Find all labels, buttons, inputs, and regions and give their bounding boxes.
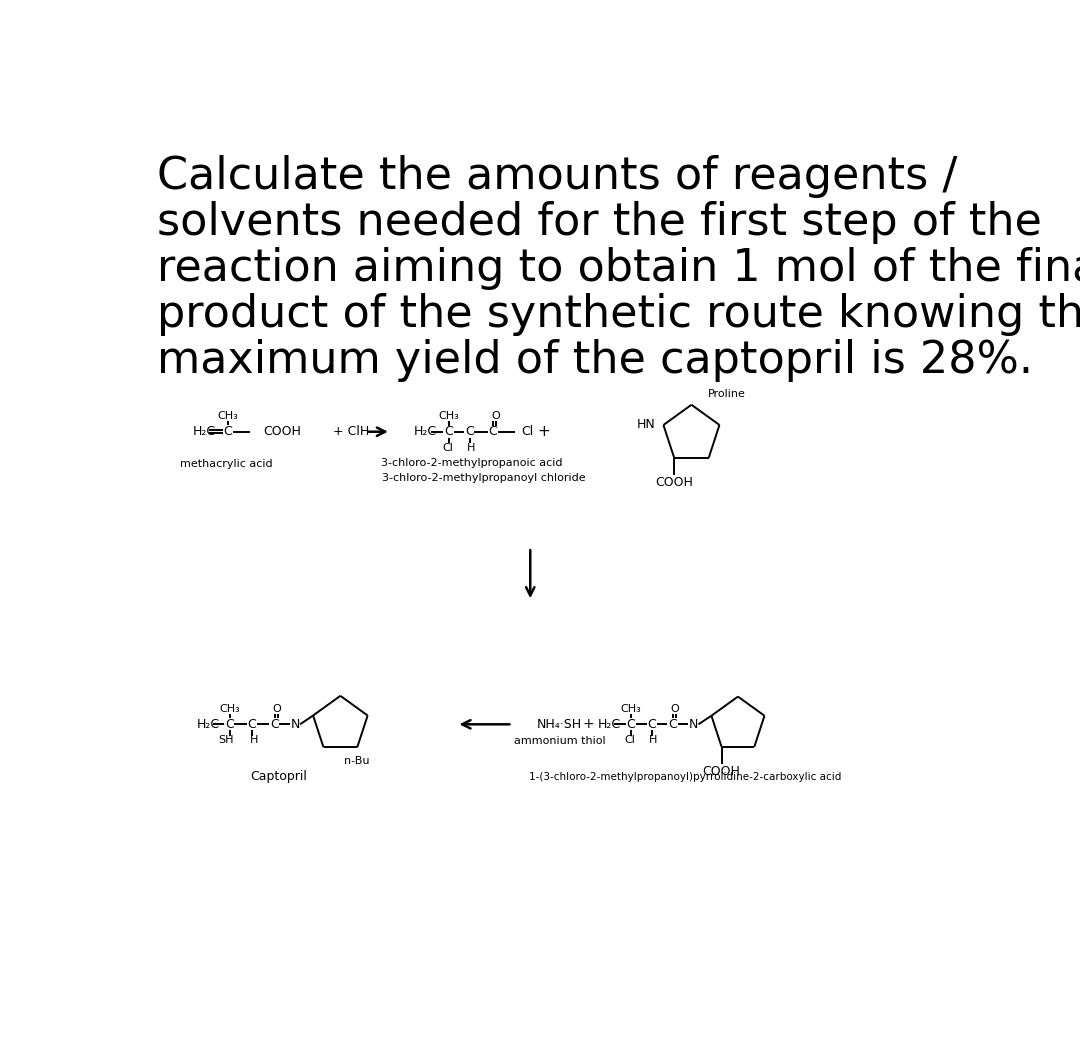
Text: COOH: COOH	[262, 425, 300, 438]
Text: methacrylic acid: methacrylic acid	[180, 459, 273, 469]
Text: reaction aiming to obtain 1 mol of the final: reaction aiming to obtain 1 mol of the f…	[157, 247, 1080, 290]
Text: CH₃: CH₃	[621, 704, 642, 714]
Text: CH₃: CH₃	[218, 411, 239, 421]
Text: C: C	[488, 425, 498, 438]
Text: C: C	[669, 718, 677, 730]
Text: maximum yield of the captopril is 28%.: maximum yield of the captopril is 28%.	[157, 339, 1032, 383]
Text: H: H	[249, 736, 258, 745]
Text: C: C	[648, 718, 657, 730]
Text: C: C	[225, 718, 234, 730]
Text: +: +	[538, 424, 551, 439]
Text: H₂C: H₂C	[597, 718, 621, 730]
Text: C: C	[270, 718, 279, 730]
Text: N: N	[689, 718, 699, 730]
Text: CH₃: CH₃	[438, 411, 459, 421]
Text: C: C	[465, 425, 474, 438]
Text: 1-(3-chloro-2-methylpropanoyl)pyrrolidine-2-carboxylic acid: 1-(3-chloro-2-methylpropanoyl)pyrrolidin…	[529, 772, 841, 781]
Text: H₂C: H₂C	[197, 718, 220, 730]
Text: +: +	[582, 718, 594, 731]
Text: N: N	[291, 718, 300, 730]
Text: O: O	[671, 704, 679, 714]
Text: O: O	[272, 704, 281, 714]
Text: COOH: COOH	[703, 765, 741, 778]
Text: product of the synthetic route knowing the: product of the synthetic route knowing t…	[157, 293, 1080, 336]
Text: 3-chloro-2-methylpropanoic acid: 3-chloro-2-methylpropanoic acid	[381, 457, 563, 468]
Text: NH₄·SH: NH₄·SH	[537, 718, 582, 730]
Text: C: C	[626, 718, 635, 730]
Text: O: O	[491, 411, 500, 421]
Text: C: C	[224, 425, 232, 438]
Text: Cl: Cl	[442, 443, 453, 453]
Text: C: C	[445, 425, 454, 438]
Text: SH: SH	[218, 736, 234, 745]
Text: Proline: Proline	[707, 389, 745, 399]
Text: CH₃: CH₃	[219, 704, 240, 714]
Text: Cl: Cl	[522, 425, 534, 438]
Text: Calculate the amounts of reagents /: Calculate the amounts of reagents /	[157, 154, 957, 198]
Text: + ClH: + ClH	[333, 425, 369, 438]
Text: COOH: COOH	[656, 476, 693, 489]
Text: n-Bu: n-Bu	[345, 756, 370, 766]
Text: H: H	[649, 736, 658, 745]
Text: H₂C: H₂C	[414, 425, 437, 438]
Text: 3-chloro-2-methylpropanoyl chloride: 3-chloro-2-methylpropanoyl chloride	[382, 473, 585, 483]
Text: Cl: Cl	[624, 736, 635, 745]
Text: HN: HN	[637, 419, 656, 432]
Text: C: C	[247, 718, 256, 730]
Text: H: H	[468, 443, 475, 453]
Text: Captopril: Captopril	[249, 771, 307, 783]
Text: ammonium thiol: ammonium thiol	[514, 737, 606, 746]
Text: H₂C: H₂C	[193, 425, 216, 438]
Text: solvents needed for the first step of the: solvents needed for the first step of th…	[157, 201, 1041, 243]
